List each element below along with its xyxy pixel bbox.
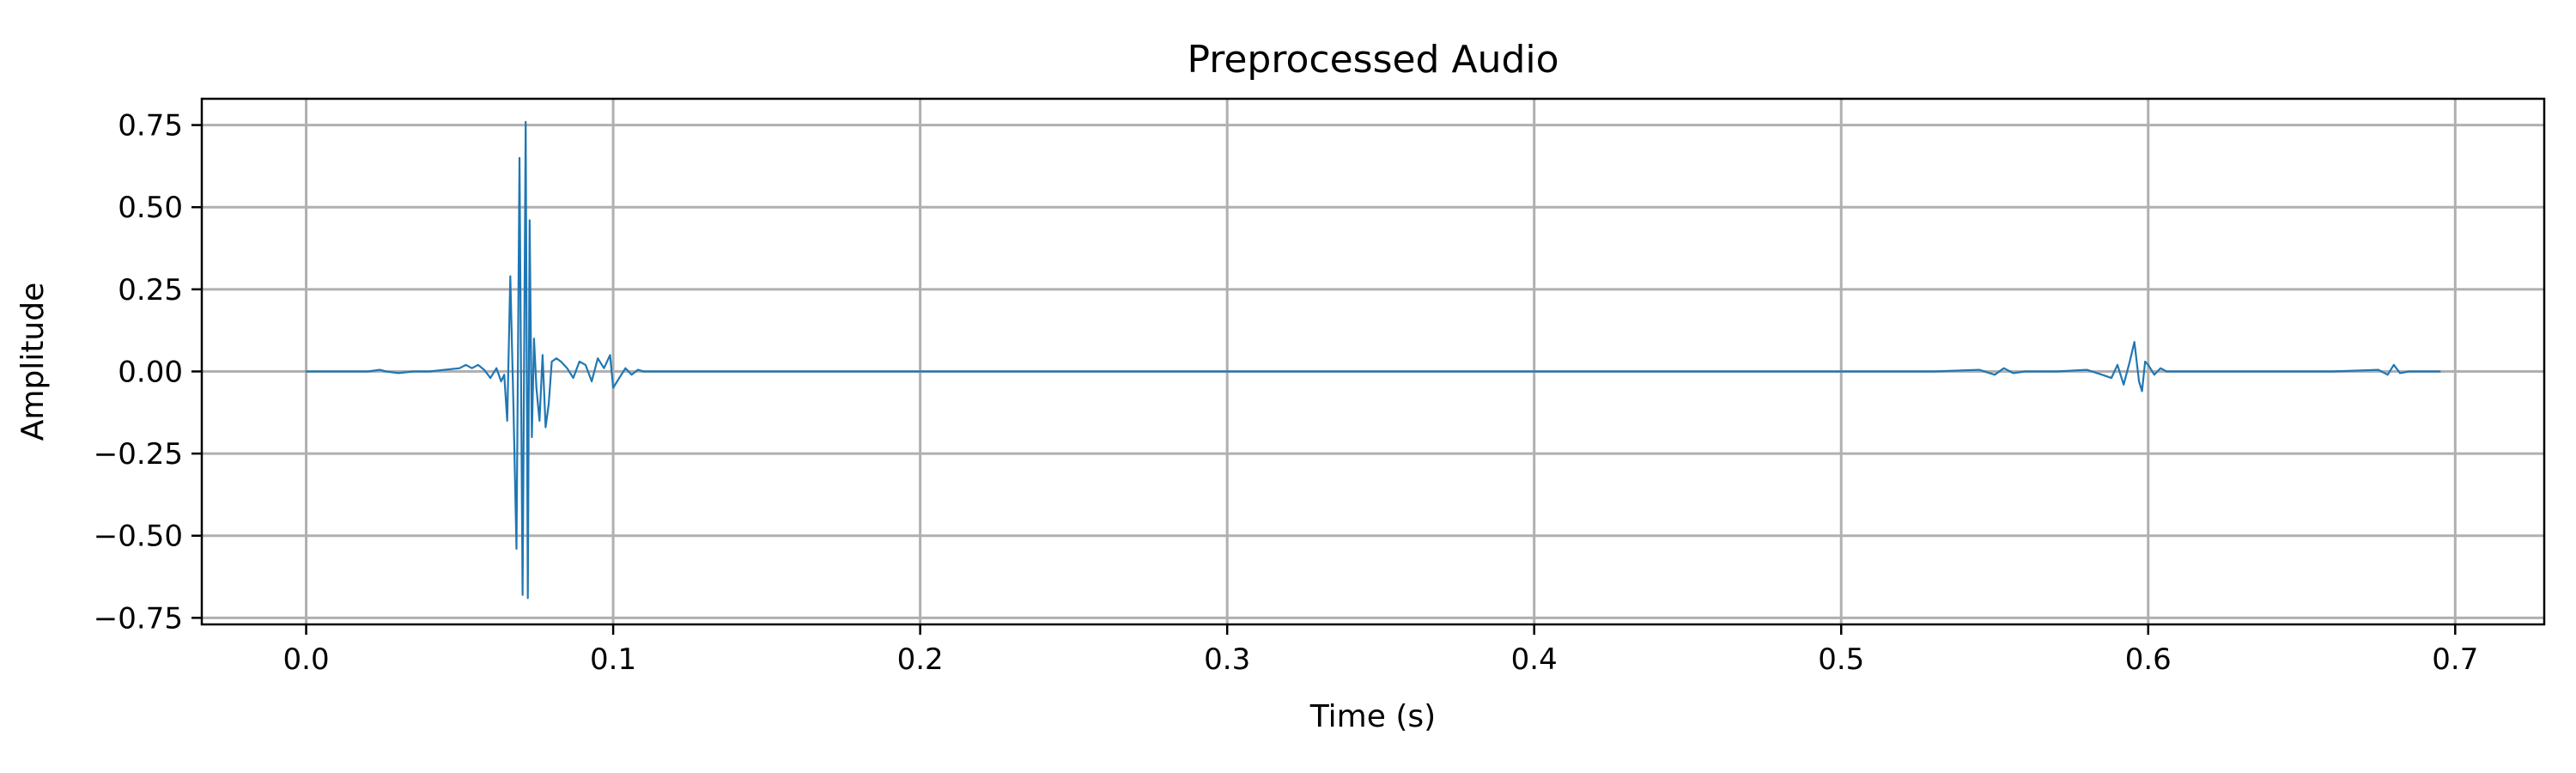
- y-axis-label: Amplitude: [15, 283, 51, 441]
- y-tick-label: −0.75: [94, 601, 183, 636]
- y-tick-label: 0.75: [118, 109, 183, 143]
- grid: [202, 99, 2544, 624]
- x-tick-label: 0.7: [2432, 642, 2478, 677]
- x-tick-label: 0.6: [2125, 642, 2172, 677]
- x-tick-label: 0.5: [1818, 642, 1864, 677]
- plot-frame: [200, 97, 2546, 626]
- x-axis: 0.0 0.1 0.2 0.3 0.4 0.5 0.6 0.7: [283, 624, 2478, 677]
- y-axis: 0.75 0.50 0.25 0.00 −0.25 −0.50 −0.75: [94, 109, 202, 636]
- x-tick-label: 0.4: [1511, 642, 1558, 677]
- y-tick-label: −0.25: [94, 437, 183, 472]
- y-tick-label: 0.25: [118, 273, 183, 307]
- chart-title: Preprocessed Audio: [1187, 38, 1558, 82]
- series-group: [305, 120, 2441, 600]
- y-tick-label: 0.00: [118, 355, 183, 389]
- y-tick-label: −0.50: [94, 520, 183, 554]
- x-tick-label: 0.1: [590, 642, 636, 677]
- x-tick-label: 0.0: [283, 642, 330, 677]
- waveform-line: [305, 120, 2441, 600]
- x-tick-label: 0.3: [1204, 642, 1250, 677]
- y-tick-label: 0.50: [118, 191, 183, 225]
- x-tick-label: 0.2: [897, 642, 944, 677]
- x-axis-label: Time (s): [1309, 699, 1436, 734]
